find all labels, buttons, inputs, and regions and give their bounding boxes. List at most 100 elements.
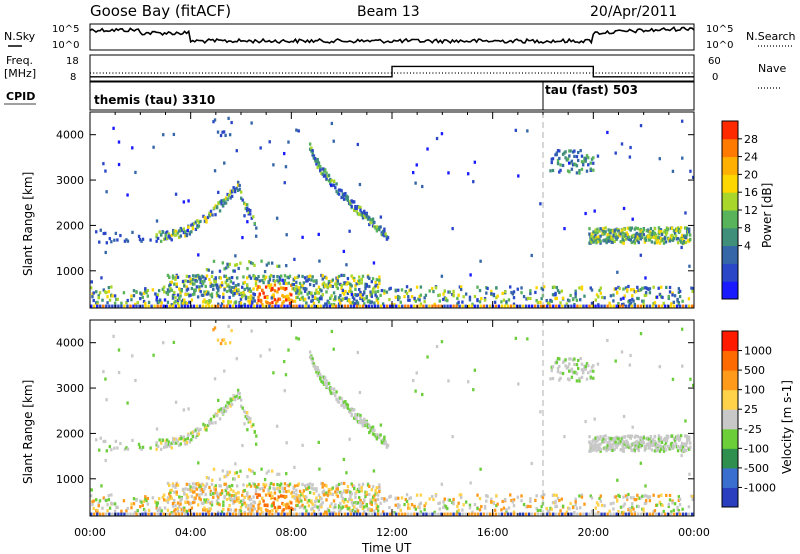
echo-cell: [606, 130, 609, 135]
echo-cell: [350, 292, 354, 297]
echo-cell: [394, 496, 397, 500]
echo-cell: [176, 501, 180, 505]
echo-cell: [437, 293, 440, 298]
echo-cell: [237, 512, 241, 516]
echo-cell: [684, 448, 688, 453]
echo-cell: [464, 500, 468, 504]
echo-cell: [239, 505, 243, 509]
echo-cell: [568, 362, 571, 366]
echo-cell: [108, 304, 111, 308]
echo-cell: [111, 512, 114, 516]
echo-cell: [385, 290, 389, 294]
echo-cell: [152, 353, 155, 357]
echo-cell: [198, 493, 201, 497]
echo-cell: [342, 273, 346, 278]
echo-cell: [155, 427, 159, 431]
echo-cell: [529, 289, 532, 293]
echo-cell: [659, 228, 663, 232]
echo-cell: [335, 493, 338, 497]
echo-cell: [107, 286, 111, 290]
echo-cell: [378, 281, 381, 286]
echo-cell: [234, 254, 237, 258]
echo-cell: [480, 296, 483, 301]
echo-cell: [291, 507, 294, 511]
echo-cell: [379, 304, 383, 308]
echo-cell: [174, 400, 178, 404]
echo-cell: [642, 299, 645, 303]
echo-cell: [310, 512, 313, 516]
echo-cell: [207, 304, 211, 308]
echo-cell: [344, 289, 347, 294]
echo-cell: [179, 434, 182, 439]
echo-cell: [162, 445, 166, 449]
echo-cell: [237, 283, 240, 287]
echo-cell: [134, 510, 137, 515]
echo-cell: [644, 446, 648, 450]
echo-cell: [554, 505, 557, 509]
echo-cell: [233, 269, 236, 273]
echo-cell: [370, 512, 374, 516]
echo-cell: [472, 388, 475, 392]
echo-cell: [551, 168, 555, 173]
echo-cell: [308, 355, 312, 359]
echo-cell: [278, 297, 282, 301]
echo-cell: [195, 304, 199, 308]
echo-cell: [175, 483, 178, 487]
echo-cell: [210, 503, 214, 507]
echo-cell: [102, 231, 105, 236]
echo-cell: [132, 502, 136, 506]
echo-cell: [246, 491, 249, 495]
echo-cell: [583, 366, 586, 370]
echo-cell: [663, 236, 667, 241]
echo-cell: [196, 482, 200, 486]
echo-cell: [185, 440, 189, 444]
echo-cell: [606, 338, 609, 343]
echo-cell: [138, 512, 141, 516]
echo-cell: [676, 449, 680, 453]
echo-cell: [217, 497, 220, 501]
echo-cell: [556, 162, 560, 166]
echo-cell: [332, 298, 336, 302]
echo-cell: [315, 367, 318, 371]
echo-cell: [589, 369, 592, 373]
echo-cell: [658, 500, 662, 504]
echo-cell: [327, 173, 331, 177]
echo-cell: [246, 283, 249, 287]
echo-cell: [331, 391, 334, 395]
echo-cell: [92, 506, 95, 511]
echo-cell: [379, 501, 382, 505]
echo-cell: [363, 499, 366, 503]
echo-cell: [110, 240, 113, 244]
echo-cell: [500, 512, 504, 516]
echo-cell: [317, 300, 321, 304]
echo-cell: [622, 504, 625, 508]
echo-cell: [292, 491, 295, 495]
echo-cell: [319, 504, 322, 509]
echo-cell: [325, 290, 328, 294]
echo-cell: [99, 304, 102, 308]
echo-cell: [205, 428, 208, 432]
echo-cell: [97, 294, 100, 298]
echo-cell: [122, 291, 126, 295]
echo-cell: [267, 469, 270, 473]
echo-cell: [359, 413, 362, 418]
echo-cell: [629, 238, 632, 242]
echo-cell: [104, 458, 107, 463]
echo-cell: [295, 503, 298, 508]
echo-cell: [285, 295, 288, 299]
echo-cell: [672, 300, 676, 304]
echo-cell: [317, 161, 321, 165]
echo-cell: [214, 421, 217, 425]
echo-cell: [609, 439, 612, 443]
echo-cell: [223, 409, 226, 413]
echo-cell: [301, 491, 304, 496]
echo-cell: [658, 365, 661, 369]
echo-cell: [612, 299, 615, 303]
echo-cell: [337, 274, 341, 278]
echo-cell: [621, 445, 624, 449]
echo-cell: [331, 512, 334, 516]
echo-cell: [216, 512, 220, 516]
echo-cell: [194, 288, 197, 292]
echo-cell: [595, 293, 599, 297]
